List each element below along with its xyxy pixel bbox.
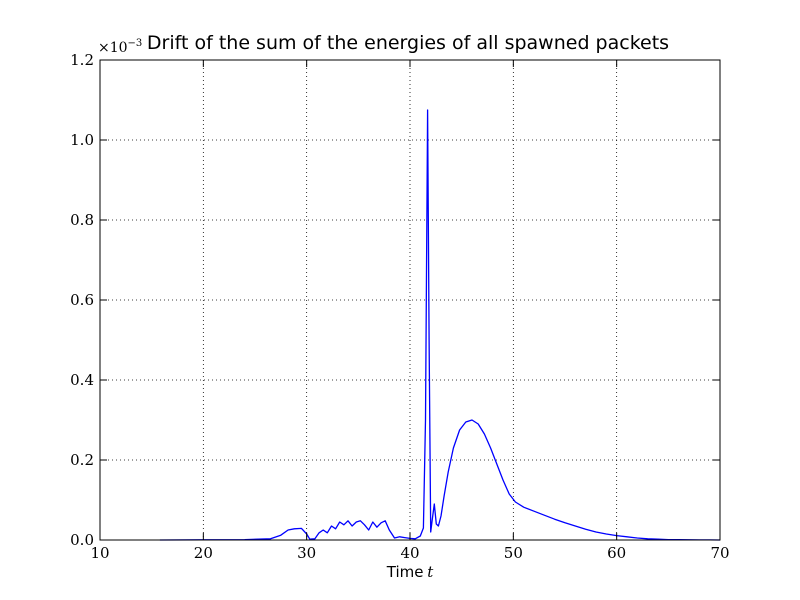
y-tick-label: 0.8	[70, 211, 94, 229]
x-tick-label: 20	[194, 544, 213, 562]
y-tick-label: 0.0	[70, 531, 94, 549]
x-axis-label-variable: t	[427, 563, 434, 581]
series-layer	[159, 109, 721, 541]
y-tick-label: 1.0	[70, 131, 94, 149]
y-tick-label: 0.4	[70, 371, 94, 389]
x-tick-label: 40	[400, 544, 419, 562]
x-tick-label: 70	[710, 544, 729, 562]
x-axis-label: Time t	[386, 563, 434, 581]
y-multiplier-exponent: −3	[128, 38, 143, 49]
x-tick-label: 30	[297, 544, 316, 562]
tick-marks	[99, 59, 721, 541]
y-tick-label: 0.2	[70, 451, 94, 469]
x-tick-label: 50	[504, 544, 523, 562]
x-tick-label: 10	[90, 544, 109, 562]
y-multiplier-base: ×10	[98, 40, 128, 56]
tick-labels: 10 20 30 40 50 60 70 0.0 0.2 0.4 0.6 0.8 1.0 1.2	[70, 51, 729, 562]
chart-title: Drift of the sum of the energies of all …	[147, 32, 669, 54]
grid	[100, 60, 720, 540]
y-axis-multiplier: ×10−3	[98, 38, 142, 56]
x-axis-label-text: Time	[386, 563, 424, 581]
x-tick-label: 60	[607, 544, 626, 562]
y-tick-label: 0.6	[70, 291, 94, 309]
y-tick-label: 1.2	[70, 51, 94, 69]
series-line	[159, 109, 721, 541]
